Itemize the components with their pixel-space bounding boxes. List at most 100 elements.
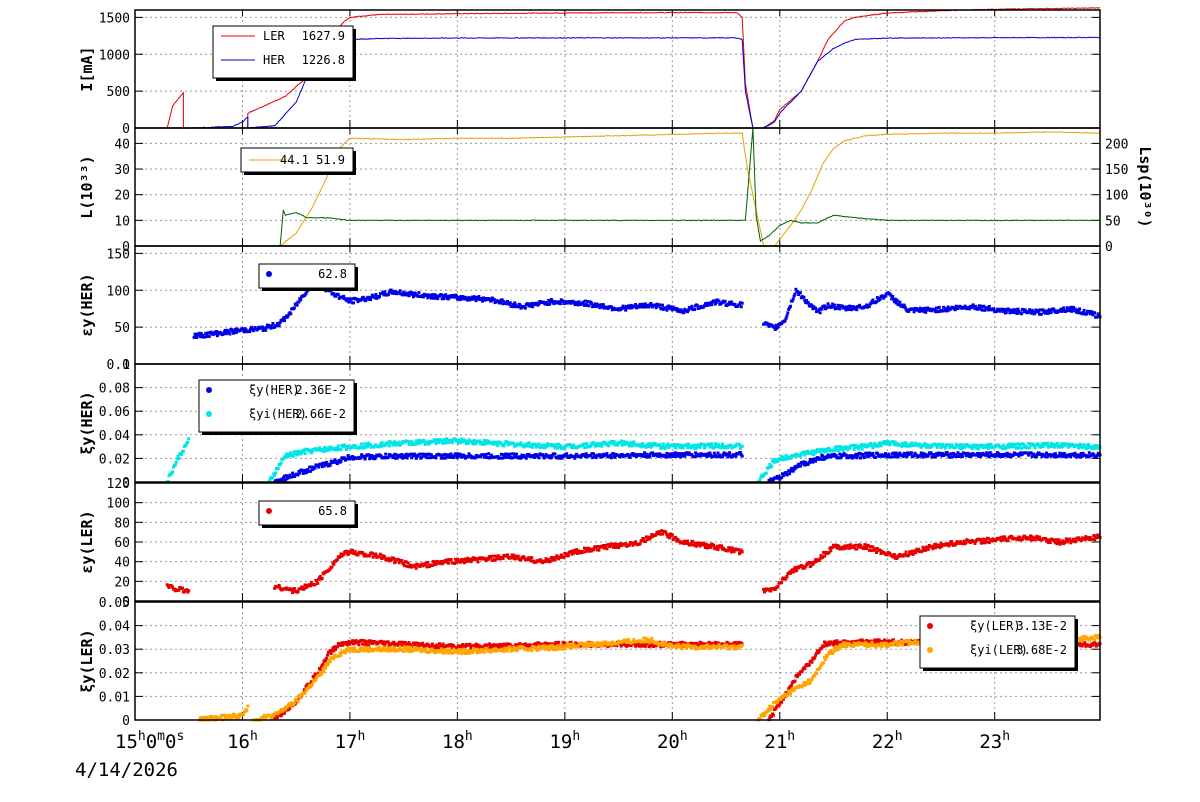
y-tick-label: 50 (114, 321, 130, 336)
y-tick-label: 40 (114, 556, 130, 571)
data-point (710, 303, 713, 306)
data-point (680, 444, 683, 447)
data-point (838, 307, 841, 310)
data-point (470, 560, 473, 563)
data-point (642, 537, 645, 540)
data-point (794, 680, 797, 683)
y-tick-label: 150 (107, 247, 130, 262)
legend-value: 65.8 (318, 504, 347, 518)
data-point (673, 443, 676, 446)
data-point (1040, 313, 1043, 316)
data-point (905, 441, 908, 444)
data-point (340, 448, 343, 451)
data-point (1017, 447, 1020, 450)
data-point (597, 549, 600, 552)
data-point (494, 559, 497, 562)
data-point (907, 554, 910, 557)
data-point (674, 447, 677, 450)
data-point (367, 453, 370, 456)
data-point (278, 324, 281, 327)
data-point (296, 304, 299, 307)
data-point (175, 461, 178, 464)
data-point (705, 543, 708, 546)
data-point (894, 441, 897, 444)
data-point (440, 457, 443, 460)
data-point (323, 450, 326, 453)
y2-tick-label: 200 (1105, 137, 1128, 152)
data-point (431, 643, 434, 646)
legend-name: LER (263, 29, 285, 43)
data-point (686, 540, 689, 543)
data-point (487, 452, 490, 455)
y-tick-label: 60 (114, 536, 130, 551)
data-point (314, 583, 317, 586)
data-point (629, 456, 632, 459)
data-point (477, 560, 480, 563)
data-point (403, 564, 406, 567)
data-point (193, 336, 196, 339)
data-point (788, 472, 791, 475)
data-point (1006, 452, 1009, 455)
data-point (443, 297, 446, 300)
data-point (896, 299, 899, 302)
data-point (182, 450, 185, 453)
y-axis-label: εy(HER) (78, 273, 96, 336)
y-tick-label: 0.04 (99, 620, 130, 635)
data-point (938, 306, 941, 309)
data-point (909, 444, 912, 447)
data-point (357, 643, 360, 646)
data-point (935, 307, 938, 310)
data-point (741, 445, 744, 448)
data-point (640, 645, 643, 648)
data-point (818, 650, 821, 653)
data-point (708, 641, 711, 644)
data-point (351, 639, 354, 642)
data-point (821, 455, 824, 458)
y-tick-label: 40 (114, 137, 130, 152)
data-point (512, 554, 515, 557)
data-point (786, 311, 789, 314)
data-point (465, 560, 468, 563)
y2-tick-label: 50 (1105, 214, 1121, 229)
data-point (450, 558, 453, 561)
data-point (384, 453, 387, 456)
data-point (448, 456, 451, 459)
data-point (328, 449, 331, 452)
data-point (873, 442, 876, 445)
data-point (430, 297, 433, 300)
data-point (893, 553, 896, 556)
data-point (530, 556, 533, 559)
data-point (584, 300, 587, 303)
data-point (485, 453, 488, 456)
data-point (554, 453, 557, 456)
data-point (537, 456, 540, 459)
data-point (985, 541, 988, 544)
data-point (717, 548, 720, 551)
data-point (435, 438, 438, 441)
data-point (648, 455, 651, 458)
data-point (891, 295, 894, 298)
data-point (837, 445, 840, 448)
y-tick-label: 1500 (99, 11, 130, 26)
data-point (820, 308, 823, 311)
data-point (293, 587, 296, 590)
data-point (799, 465, 802, 468)
data-point (870, 549, 873, 552)
data-point (961, 455, 964, 458)
data-point (388, 445, 391, 448)
data-point (1093, 312, 1096, 315)
y-tick-label: 0.03 (99, 643, 130, 658)
data-point (326, 654, 329, 657)
data-point (671, 533, 674, 536)
data-point (923, 442, 926, 445)
data-point (528, 441, 531, 444)
data-point (903, 444, 906, 447)
data-point (316, 582, 319, 585)
data-point (662, 443, 665, 446)
data-point (1034, 446, 1037, 449)
data-point (283, 319, 286, 322)
data-point (557, 641, 560, 644)
data-point (792, 298, 795, 301)
y-axis-label: L(10³³) (78, 155, 96, 218)
